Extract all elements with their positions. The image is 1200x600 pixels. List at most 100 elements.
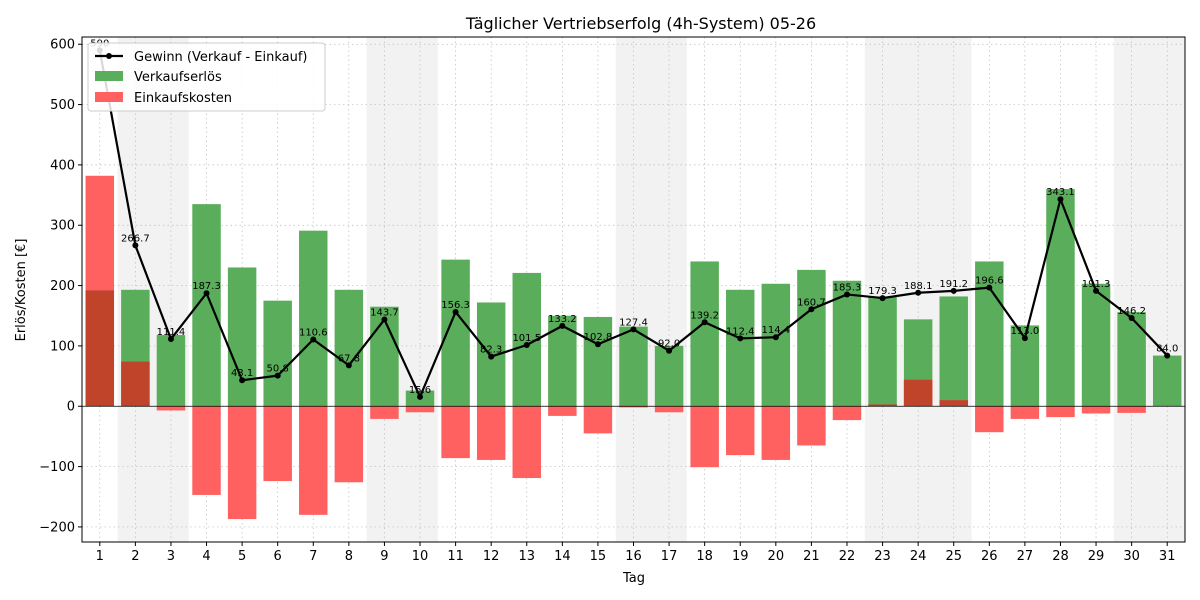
x-tick-label-29: 29 xyxy=(1088,549,1105,564)
bar-einkauf-26 xyxy=(975,406,1004,433)
profit-point-3 xyxy=(167,336,174,343)
x-axis-label: Tag xyxy=(622,571,645,586)
x-tick-label-7: 7 xyxy=(309,549,317,564)
profit-point-23 xyxy=(879,295,886,302)
profit-label-24: 188.1 xyxy=(904,281,933,292)
bar-einkauf-11 xyxy=(441,406,470,459)
bar-einkauf-8 xyxy=(334,406,364,483)
bar-einkauf-14 xyxy=(548,406,577,416)
profit-point-21 xyxy=(808,306,815,313)
y-tick-label-600: 600 xyxy=(50,38,75,53)
x-tick-label-24: 24 xyxy=(910,549,927,564)
y-tick-label-100: 100 xyxy=(50,339,75,354)
x-tick-label-14: 14 xyxy=(554,549,571,564)
bar-overlap-2 xyxy=(121,361,150,407)
legend-swatch-einkauf xyxy=(95,92,123,102)
x-tick-label-8: 8 xyxy=(345,549,353,564)
legend-box xyxy=(87,42,326,112)
x-tick-label-23: 23 xyxy=(874,549,891,564)
profit-point-4 xyxy=(203,290,210,297)
x-tick-label-31: 31 xyxy=(1159,549,1176,564)
profit-label-19: 112.4 xyxy=(726,326,755,337)
profit-point-24 xyxy=(915,289,922,296)
profit-label-5: 43.1 xyxy=(231,368,253,379)
x-tick-label-13: 13 xyxy=(518,549,535,564)
profit-label-21: 160.7 xyxy=(797,297,826,308)
x-tick-label-9: 9 xyxy=(380,549,388,564)
profit-label-4: 187.3 xyxy=(192,281,221,292)
legend-swatch-verkauf xyxy=(95,71,123,81)
bar-verkauf-23 xyxy=(868,296,897,407)
x-tick-label-18: 18 xyxy=(696,549,713,564)
profit-label-8: 67.8 xyxy=(338,353,360,364)
x-tick-label-26: 26 xyxy=(981,549,998,564)
bar-einkauf-20 xyxy=(761,406,791,460)
y-tick-label-400: 400 xyxy=(50,158,75,173)
x-tick-label-22: 22 xyxy=(839,549,856,564)
x-tick-label-30: 30 xyxy=(1123,549,1140,564)
bar-verkauf-15 xyxy=(583,316,613,407)
profit-point-11 xyxy=(452,308,459,315)
profit-point-9 xyxy=(381,316,388,323)
bar-verkauf-31 xyxy=(1152,355,1182,407)
bar-overlap-24 xyxy=(903,379,933,407)
profit-line xyxy=(96,47,1171,400)
bar-verkauf-20 xyxy=(761,283,791,407)
profit-point-27 xyxy=(1021,335,1028,342)
bar-verkauf-8 xyxy=(334,289,364,407)
profit-label-13: 101.5 xyxy=(512,333,541,344)
profit-point-16 xyxy=(630,326,637,333)
bar-einkauf-13 xyxy=(512,406,541,479)
bar-einkauf-9 xyxy=(370,406,399,419)
bar-verkauf-16 xyxy=(619,326,648,407)
x-tick-label-28: 28 xyxy=(1052,549,1069,564)
x-tick-label-3: 3 xyxy=(167,549,175,564)
profit-point-8 xyxy=(345,362,352,369)
profit-point-7 xyxy=(310,336,317,343)
bar-verkauf-7 xyxy=(299,230,328,407)
bar-einkauf-29 xyxy=(1081,406,1111,414)
legend-label-verkauf: Verkaufserlös xyxy=(134,70,222,85)
profit-point-6 xyxy=(274,372,281,379)
bar-einkauf-17 xyxy=(654,406,684,413)
y-tick-label-300: 300 xyxy=(50,219,75,234)
profit-label-29: 191.3 xyxy=(1082,279,1111,290)
profit-point-25 xyxy=(950,287,957,294)
profit-label-15: 102.8 xyxy=(584,332,613,343)
profit-point-31 xyxy=(1164,352,1171,359)
profit-label-10: 15.6 xyxy=(409,385,431,396)
profit-label-9: 143.7 xyxy=(370,308,399,319)
x-tick-label-5: 5 xyxy=(238,549,246,564)
x-tick-label-4: 4 xyxy=(202,549,210,564)
profit-point-22 xyxy=(843,291,850,298)
bar-verkauf-18 xyxy=(690,261,719,407)
bar-einkauf-22 xyxy=(832,406,862,421)
profit-label-2: 266.7 xyxy=(121,233,150,244)
profit-label-7: 110.6 xyxy=(299,328,328,339)
bar-einkauf-16 xyxy=(619,406,648,408)
legend-label-einkauf: Einkaufskosten xyxy=(134,91,232,106)
profit-label-31: 84.0 xyxy=(1156,344,1178,355)
profit-label-27: 113.0 xyxy=(1011,326,1040,337)
bar-verkauf-17 xyxy=(654,345,684,407)
profit-point-2 xyxy=(132,242,139,249)
legend-line-marker xyxy=(106,53,112,59)
bar-einkauf-30 xyxy=(1117,406,1146,413)
profit-label-28: 343.1 xyxy=(1046,187,1075,198)
y-tick-label--100: −100 xyxy=(39,460,75,475)
grid xyxy=(82,37,1185,542)
bar-verkauf-6 xyxy=(263,300,292,407)
x-tick-label-25: 25 xyxy=(945,549,962,564)
profit-point-29 xyxy=(1093,287,1100,294)
profit-point-5 xyxy=(239,377,246,384)
profit-label-16: 127.4 xyxy=(619,317,648,328)
profit-point-19 xyxy=(737,335,744,342)
profit-label-12: 82.3 xyxy=(480,345,502,356)
bar-einkauf-15 xyxy=(583,406,613,434)
x-tick-label-19: 19 xyxy=(732,549,749,564)
x-tick-label-21: 21 xyxy=(803,549,820,564)
profit-point-18 xyxy=(701,319,708,326)
legend-label-gewinn: Gewinn (Verkauf - Einkauf) xyxy=(134,50,307,65)
